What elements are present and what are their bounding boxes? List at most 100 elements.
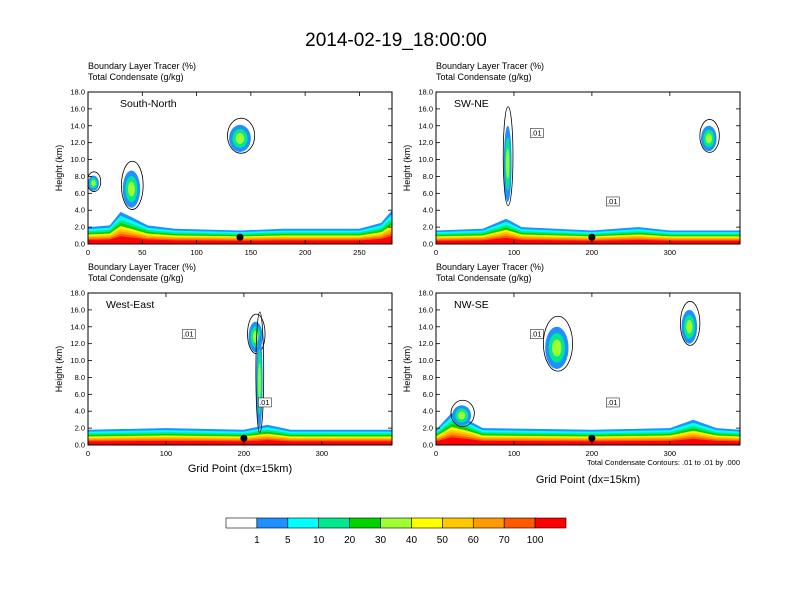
contour-units-label: Total Condensate (g/kg) <box>88 72 184 82</box>
panel-frame <box>87 91 393 245</box>
colorbar-swatch <box>287 517 320 529</box>
x-tick-label: 250 <box>353 248 366 257</box>
field-label: Boundary Layer Tracer (%) <box>436 61 544 71</box>
y-tick-label: 0.0 <box>423 240 433 249</box>
colorbar-label: 60 <box>468 535 480 546</box>
y-tick-label: 14.0 <box>70 322 85 331</box>
field-label: Boundary Layer Tracer (%) <box>88 61 196 71</box>
y-tick-label: 8.0 <box>75 172 85 181</box>
y-tick-label: 16.0 <box>70 104 85 113</box>
y-tick-label: 6.0 <box>423 189 433 198</box>
colorbar-swatch <box>256 517 289 529</box>
colorbar-swatch <box>380 517 412 529</box>
contour-label-box <box>530 128 544 138</box>
tracer-band-9 <box>436 437 740 445</box>
y-axis-label: Height (km) <box>54 145 64 192</box>
contour-label-box <box>606 397 620 408</box>
tracer-blob-core <box>258 363 261 401</box>
y-axis-label: Height (km) <box>402 145 412 192</box>
contour-label: .01 <box>607 197 617 206</box>
contour-label-box <box>530 329 544 339</box>
location-marker <box>588 434 596 442</box>
condensate-contour <box>255 311 265 434</box>
y-tick-label: 16.0 <box>70 305 85 314</box>
y-tick-label: 18.0 <box>70 88 85 97</box>
panel-2: .01 .01 <box>435 91 741 245</box>
y-tick-label: 2.0 <box>75 223 85 232</box>
y-tick-label: 14.0 <box>418 322 433 331</box>
y-tick-label: 12.0 <box>418 138 433 147</box>
field-label: Boundary Layer Tracer (%) <box>88 262 196 272</box>
contour-label-box <box>258 397 272 408</box>
colorbar-swatch <box>318 517 350 529</box>
colorbar-swatch <box>442 517 474 529</box>
panel-4: .01 .01 <box>435 292 741 446</box>
y-tick-label: 8.0 <box>423 373 433 382</box>
chart-title: 2014-02-19_18:00:00 <box>305 30 487 51</box>
x-tick-label: 200 <box>299 248 312 257</box>
condensate-contour <box>502 106 514 206</box>
y-tick-label: 8.0 <box>75 373 85 382</box>
panel-frame <box>87 292 393 446</box>
y-tick-label: 2.0 <box>75 424 85 433</box>
y-tick-label: 4.0 <box>75 407 85 416</box>
y-axis-label: Height (km) <box>402 346 412 393</box>
tracer-band-9 <box>436 237 740 244</box>
x-tick-label: 100 <box>160 449 173 458</box>
panel-name: SW-NE <box>454 98 489 110</box>
panel-frame <box>435 91 741 245</box>
y-tick-label: 16.0 <box>418 305 433 314</box>
colorbar-label: 20 <box>344 535 356 546</box>
y-tick-label: 0.0 <box>423 441 433 450</box>
panel-name: South-North <box>120 98 177 110</box>
y-tick-label: 6.0 <box>75 390 85 399</box>
contour-label-box <box>606 196 620 207</box>
y-tick-label: 18.0 <box>418 289 433 298</box>
location-marker <box>240 434 248 442</box>
colorbar-swatch <box>225 517 258 529</box>
x-tick-label: 300 <box>316 449 329 458</box>
panel-3: .01 .01 <box>87 292 393 446</box>
y-tick-label: 0.0 <box>75 441 85 450</box>
tracer-blob-core <box>91 180 96 187</box>
y-tick-label: 6.0 <box>75 189 85 198</box>
x-tick-label: 0 <box>86 248 90 257</box>
x-tick-label: 0 <box>434 449 438 458</box>
y-tick-label: 10.0 <box>70 356 85 365</box>
colorbar-label: 100 <box>527 535 544 546</box>
y-tick-label: 8.0 <box>423 172 433 181</box>
tracer-blob-core <box>552 339 562 357</box>
x-tick-label: 200 <box>238 449 251 458</box>
y-tick-label: 10.0 <box>418 155 433 164</box>
y-tick-label: 12.0 <box>70 138 85 147</box>
plot-area: .01 .01 <box>436 106 740 244</box>
y-tick-label: 12.0 <box>418 339 433 348</box>
contour-label-box <box>182 329 196 339</box>
field-label: Boundary Layer Tracer (%) <box>436 262 544 272</box>
y-tick-label: 4.0 <box>423 206 433 215</box>
contour-label: .01 <box>607 398 617 407</box>
colorbar-swatch <box>534 517 567 529</box>
colorbar-label: 10 <box>313 535 325 546</box>
panel-name: West-East <box>106 299 154 311</box>
y-tick-label: 4.0 <box>75 206 85 215</box>
condensate-contour <box>88 171 102 192</box>
y-tick-label: 2.0 <box>423 223 433 232</box>
x-tick-label: 50 <box>138 248 146 257</box>
y-tick-label: 10.0 <box>418 356 433 365</box>
colorbar-label: 70 <box>499 535 511 546</box>
contour-units-label: Total Condensate (g/kg) <box>436 72 532 82</box>
x-tick-label: 100 <box>508 449 521 458</box>
colorbar-label: 50 <box>437 535 449 546</box>
panel-1 <box>87 91 393 245</box>
y-tick-label: 16.0 <box>418 104 433 113</box>
contour-units-label: Total Condensate (g/kg) <box>88 273 184 283</box>
x-axis-label: Grid Point (dx=15km) <box>536 474 640 486</box>
y-tick-label: 14.0 <box>70 121 85 130</box>
tracer-blob-core <box>127 181 135 197</box>
contour-note: Total Condensate Contours: .01 to .01 by… <box>587 458 740 467</box>
colorbar-label: 40 <box>406 535 418 546</box>
y-tick-label: 18.0 <box>418 88 433 97</box>
condensate-contour <box>679 301 701 346</box>
